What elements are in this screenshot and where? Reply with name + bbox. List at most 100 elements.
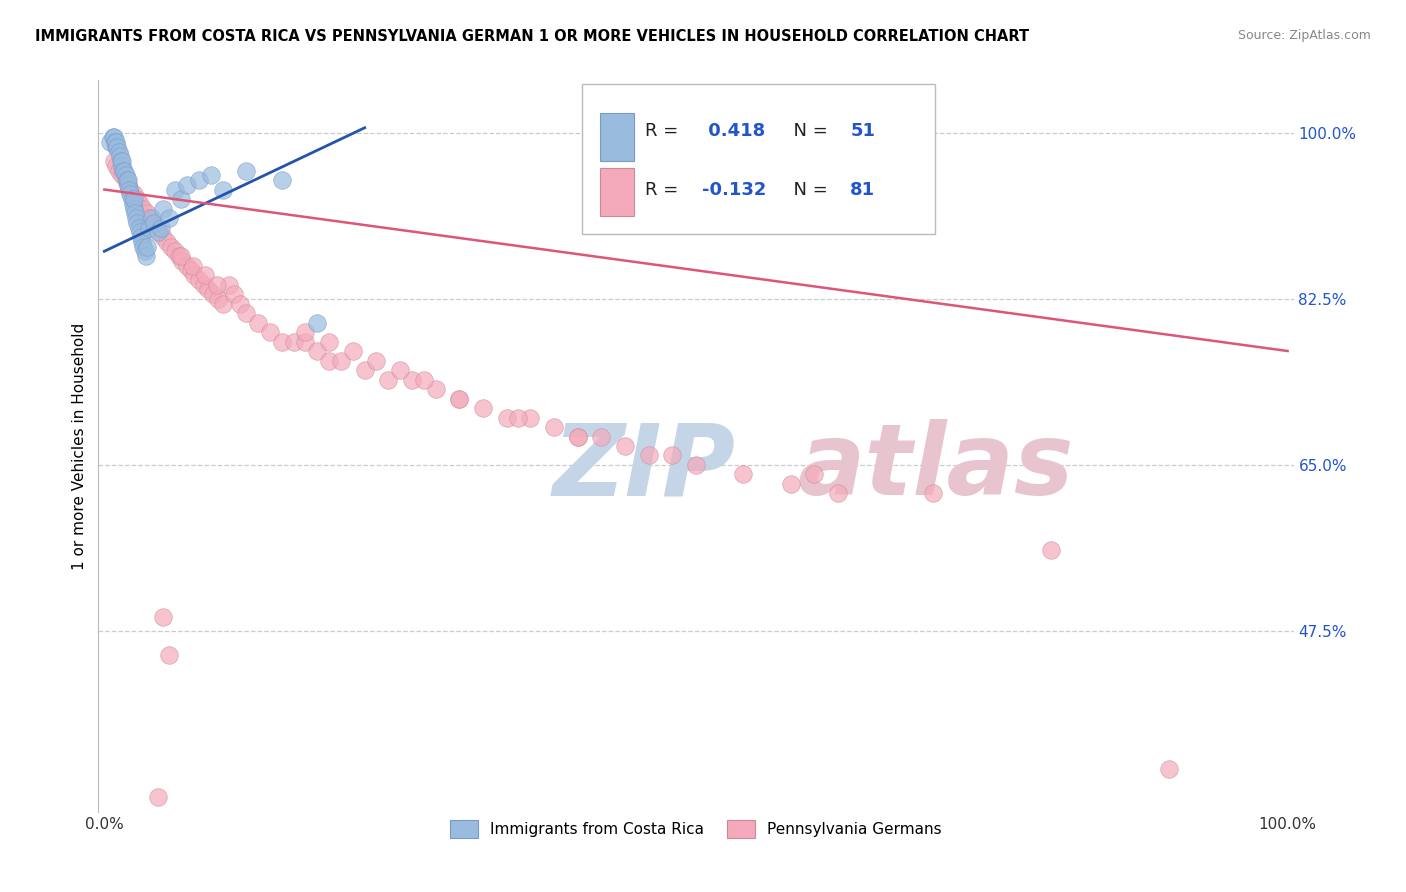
Point xyxy=(115,173,138,187)
Point xyxy=(567,429,589,443)
Point xyxy=(141,211,163,225)
Point xyxy=(134,244,156,259)
Point xyxy=(472,401,495,415)
Point xyxy=(124,206,146,220)
Point xyxy=(159,239,181,253)
Point xyxy=(318,353,340,368)
Point xyxy=(318,334,340,349)
Point xyxy=(181,259,204,273)
Point xyxy=(307,344,329,359)
Point xyxy=(401,372,423,386)
Point xyxy=(167,249,190,263)
Point xyxy=(131,235,153,249)
Point xyxy=(353,363,375,377)
Point xyxy=(733,467,755,482)
Point xyxy=(614,439,637,453)
Point xyxy=(307,316,329,330)
Point xyxy=(180,263,202,277)
Text: 51: 51 xyxy=(851,122,875,140)
Point xyxy=(270,334,292,349)
Point xyxy=(259,325,281,339)
Point xyxy=(270,173,292,187)
FancyBboxPatch shape xyxy=(600,113,634,161)
Text: IMMIGRANTS FROM COSTA RICA VS PENNSYLVANIA GERMAN 1 OR MORE VEHICLES IN HOUSEHOL: IMMIGRANTS FROM COSTA RICA VS PENNSYLVAN… xyxy=(35,29,1029,44)
Point xyxy=(104,135,127,149)
Point xyxy=(152,202,174,216)
Point xyxy=(224,287,246,301)
Point xyxy=(211,296,233,310)
Point xyxy=(114,163,136,178)
Point xyxy=(128,220,150,235)
Text: N =: N = xyxy=(782,122,834,140)
Text: 0.418: 0.418 xyxy=(702,122,765,140)
Point xyxy=(495,410,517,425)
Point xyxy=(117,173,139,187)
Point xyxy=(152,610,174,624)
Point xyxy=(449,392,471,406)
Point xyxy=(827,486,849,500)
Point xyxy=(170,249,193,263)
Point xyxy=(127,216,149,230)
Point xyxy=(107,145,129,159)
Text: ZIP: ZIP xyxy=(553,419,735,516)
Point xyxy=(412,372,434,386)
Point xyxy=(194,268,217,282)
Point xyxy=(138,211,160,225)
Point xyxy=(128,225,150,239)
Point xyxy=(98,135,121,149)
Point xyxy=(143,220,166,235)
Point xyxy=(508,410,530,425)
Point xyxy=(132,202,155,216)
Point xyxy=(211,182,233,196)
Y-axis label: 1 or more Vehicles in Household: 1 or more Vehicles in Household xyxy=(72,322,87,570)
Point xyxy=(105,140,128,154)
Point xyxy=(128,196,150,211)
FancyBboxPatch shape xyxy=(600,168,634,216)
Point xyxy=(101,130,124,145)
Point xyxy=(112,163,135,178)
Point xyxy=(165,244,187,259)
Point xyxy=(117,178,139,192)
Point xyxy=(202,287,225,301)
Point xyxy=(125,211,148,225)
Point xyxy=(193,277,215,292)
Text: Source: ZipAtlas.com: Source: ZipAtlas.com xyxy=(1237,29,1371,42)
Point xyxy=(118,182,141,196)
Point xyxy=(141,216,163,230)
Point xyxy=(197,282,219,296)
Text: N =: N = xyxy=(782,181,834,199)
Point xyxy=(111,154,134,169)
Text: 81: 81 xyxy=(851,181,876,199)
Point xyxy=(121,196,143,211)
Point xyxy=(127,192,149,206)
Point xyxy=(205,277,228,292)
Text: R =: R = xyxy=(644,181,683,199)
Point xyxy=(103,130,125,145)
Point xyxy=(170,192,193,206)
Point xyxy=(157,211,180,225)
FancyBboxPatch shape xyxy=(582,84,935,234)
Point xyxy=(188,273,211,287)
Point xyxy=(330,353,353,368)
Point xyxy=(114,168,136,182)
Point xyxy=(1159,762,1181,776)
Text: R =: R = xyxy=(644,122,683,140)
Point xyxy=(449,392,471,406)
Point xyxy=(247,316,270,330)
Point xyxy=(200,168,222,182)
Point xyxy=(543,420,565,434)
Point xyxy=(105,140,128,154)
Point xyxy=(120,187,142,202)
Point xyxy=(105,159,128,173)
Point xyxy=(121,192,143,206)
Point xyxy=(366,353,388,368)
Point xyxy=(218,277,240,292)
Point xyxy=(117,178,139,192)
Point xyxy=(172,253,194,268)
Point xyxy=(1039,543,1062,558)
Point xyxy=(229,296,252,310)
Point xyxy=(132,239,155,253)
Point xyxy=(283,334,305,349)
Point xyxy=(146,790,169,805)
Point xyxy=(138,220,160,235)
